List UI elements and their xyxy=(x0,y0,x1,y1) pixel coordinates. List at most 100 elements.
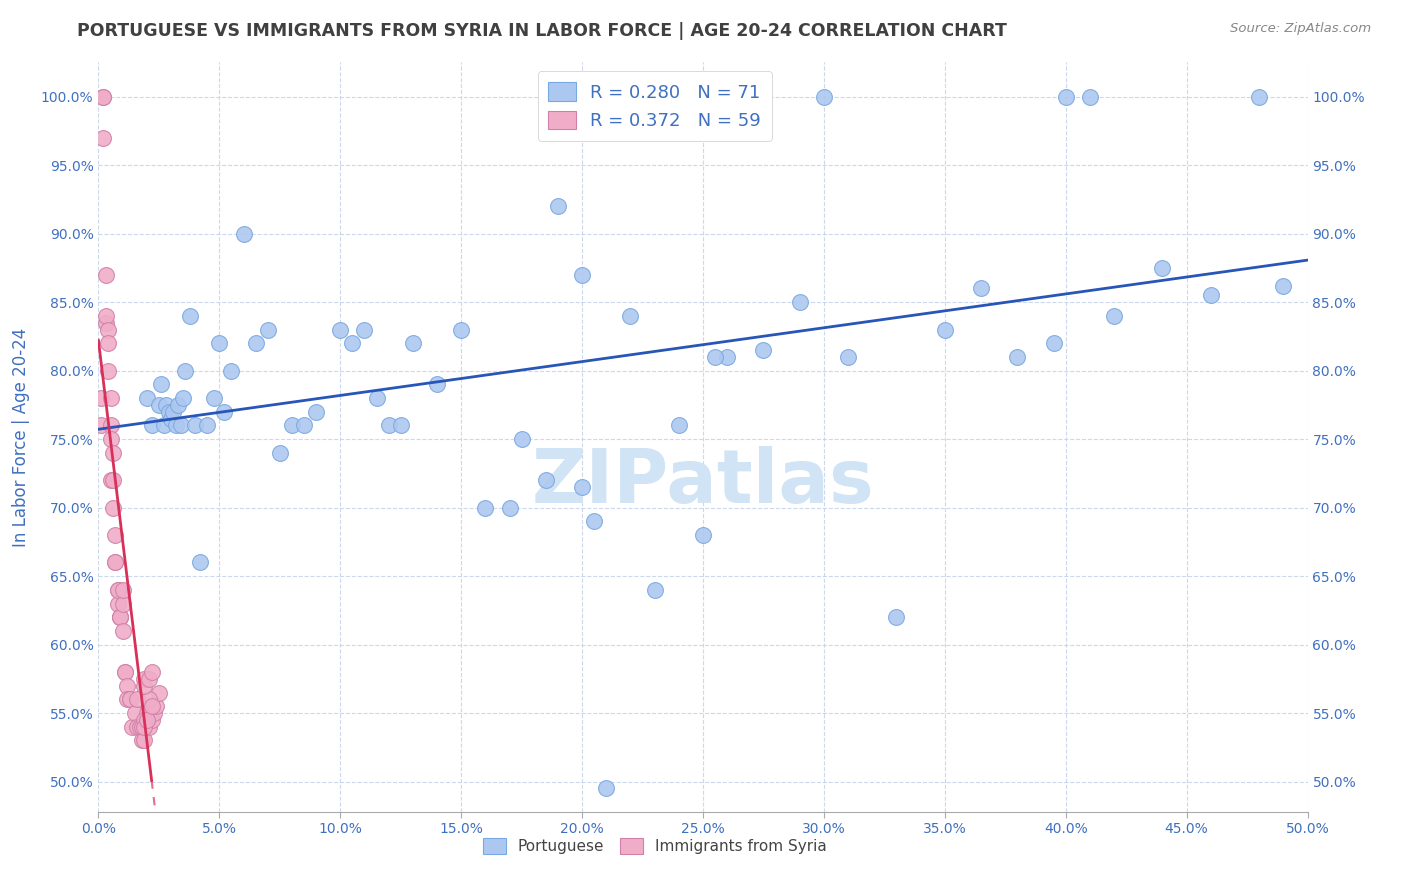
Legend: Portuguese, Immigrants from Syria: Portuguese, Immigrants from Syria xyxy=(477,832,832,860)
Point xyxy=(91,130,114,145)
Point xyxy=(1007,350,1029,364)
Point xyxy=(134,679,156,693)
Point xyxy=(886,610,908,624)
Point xyxy=(104,556,127,570)
Point xyxy=(90,418,112,433)
Point xyxy=(1078,89,1101,103)
Point xyxy=(232,227,254,241)
Point xyxy=(195,418,218,433)
Point xyxy=(108,610,131,624)
Point xyxy=(107,582,129,597)
Point xyxy=(127,720,149,734)
Point xyxy=(292,418,315,433)
Point xyxy=(162,405,184,419)
Point xyxy=(141,418,163,433)
Point xyxy=(97,364,120,378)
Point xyxy=(107,582,129,597)
Point xyxy=(329,322,352,336)
Point xyxy=(188,556,211,570)
Point xyxy=(134,672,156,686)
Point xyxy=(117,679,139,693)
Point xyxy=(704,350,727,364)
Point xyxy=(245,336,267,351)
Point xyxy=(752,343,775,357)
Point xyxy=(450,322,472,336)
Point xyxy=(141,699,163,714)
Point xyxy=(117,692,139,706)
Point xyxy=(174,364,197,378)
Point xyxy=(619,309,641,323)
Point xyxy=(534,473,557,487)
Point xyxy=(571,480,593,494)
Point xyxy=(934,322,956,336)
Point xyxy=(1272,278,1295,293)
Point xyxy=(426,377,449,392)
Point xyxy=(108,610,131,624)
Point xyxy=(644,582,666,597)
Point xyxy=(131,733,153,747)
Point xyxy=(111,597,134,611)
Point xyxy=(101,500,124,515)
Point xyxy=(510,432,533,446)
Point xyxy=(143,706,166,720)
Point xyxy=(100,432,122,446)
Point xyxy=(111,624,134,638)
Point xyxy=(114,665,136,679)
Point xyxy=(94,268,117,282)
Point xyxy=(169,418,191,433)
Point xyxy=(172,391,194,405)
Y-axis label: In Labor Force | Age 20-24: In Labor Force | Age 20-24 xyxy=(11,327,30,547)
Point xyxy=(165,418,187,433)
Point xyxy=(208,336,231,351)
Text: Source: ZipAtlas.com: Source: ZipAtlas.com xyxy=(1230,22,1371,36)
Point xyxy=(114,665,136,679)
Point xyxy=(135,713,157,727)
Point xyxy=(179,309,201,323)
Point xyxy=(1054,89,1077,103)
Point xyxy=(91,89,114,103)
Point xyxy=(118,692,141,706)
Text: PORTUGUESE VS IMMIGRANTS FROM SYRIA IN LABOR FORCE | AGE 20-24 CORRELATION CHART: PORTUGUESE VS IMMIGRANTS FROM SYRIA IN L… xyxy=(77,22,1007,40)
Point xyxy=(127,692,149,706)
Point xyxy=(269,446,291,460)
Point xyxy=(595,781,617,796)
Point xyxy=(150,377,173,392)
Point xyxy=(108,610,131,624)
Point xyxy=(1042,336,1064,351)
Point xyxy=(353,322,375,336)
Point xyxy=(716,350,738,364)
Point xyxy=(281,418,304,433)
Point xyxy=(389,418,412,433)
Point xyxy=(141,665,163,679)
Point xyxy=(1152,260,1174,275)
Point xyxy=(100,418,122,433)
Text: ZIPatlas: ZIPatlas xyxy=(531,445,875,518)
Point xyxy=(474,500,496,515)
Point xyxy=(607,89,630,103)
Point xyxy=(100,473,122,487)
Point xyxy=(1199,288,1222,302)
Point xyxy=(91,89,114,103)
Point xyxy=(366,391,388,405)
Point xyxy=(157,405,180,419)
Point xyxy=(204,391,226,405)
Point xyxy=(1249,89,1271,103)
Point xyxy=(498,500,520,515)
Point xyxy=(94,316,117,330)
Point xyxy=(138,720,160,734)
Point xyxy=(134,733,156,747)
Point xyxy=(100,391,122,405)
Point xyxy=(970,281,993,295)
Point xyxy=(256,322,278,336)
Point xyxy=(212,405,235,419)
Point xyxy=(94,309,117,323)
Point xyxy=(692,528,714,542)
Point xyxy=(97,336,120,351)
Point xyxy=(134,713,156,727)
Point xyxy=(1102,309,1125,323)
Point xyxy=(135,391,157,405)
Point xyxy=(155,398,177,412)
Point xyxy=(152,418,174,433)
Point xyxy=(813,89,835,103)
Point xyxy=(547,199,569,213)
